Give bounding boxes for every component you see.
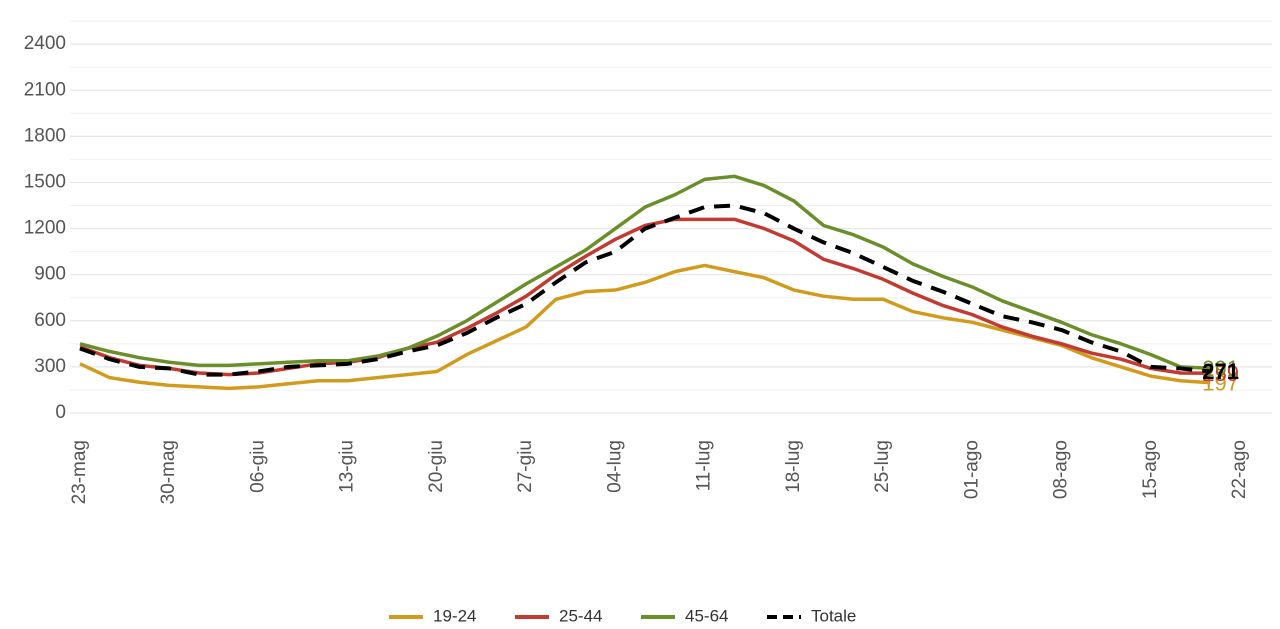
line-45-64 xyxy=(79,174,1211,371)
y-tick-label: 600 xyxy=(34,310,66,331)
x-tick-label: 04-lug xyxy=(604,440,625,493)
x-tick-label: 27-giu xyxy=(515,440,536,493)
x-tick-label: 01-ago xyxy=(961,440,982,499)
legend-label: Totale xyxy=(811,606,856,625)
x-tick-label: 25-lug xyxy=(872,440,893,493)
x-tick-label: 11-lug xyxy=(694,440,715,491)
x-tick-label: 08-ago xyxy=(1051,440,1072,499)
y-tick-label: 2100 xyxy=(24,79,66,100)
x-tick-label: 22-ago xyxy=(1229,440,1250,499)
end-label: 271 xyxy=(1202,359,1239,384)
line-25-44 xyxy=(79,217,1211,377)
legend-label: 45-64 xyxy=(685,606,728,625)
x-tick-label: 20-giu xyxy=(426,440,447,493)
y-tick-label: 1500 xyxy=(24,171,66,192)
y-tick-label: 1200 xyxy=(24,218,66,239)
x-tick-label: 23-mag xyxy=(69,440,90,504)
end-label: 259 xyxy=(1202,361,1239,386)
y-tick-label: 300 xyxy=(34,356,66,377)
x-tick-label: 06-giu xyxy=(247,440,268,493)
y-tick-label: 2400 xyxy=(24,33,66,54)
end-label: 291 xyxy=(1202,356,1239,381)
line-19-24 xyxy=(79,263,1211,391)
y-tick-label: 0 xyxy=(55,402,66,423)
y-tick-label: 900 xyxy=(34,264,66,285)
x-tick-label: 30-mag xyxy=(158,440,179,504)
x-tick-label: 15-ago xyxy=(1140,440,1161,499)
x-tick-label: 18-lug xyxy=(783,440,804,493)
legend-label: 25-44 xyxy=(559,606,602,625)
line-totale xyxy=(79,203,1211,377)
y-tick-label: 1800 xyxy=(24,125,66,146)
legend-label: 19-24 xyxy=(433,606,476,625)
x-tick-label: 13-giu xyxy=(337,440,358,493)
